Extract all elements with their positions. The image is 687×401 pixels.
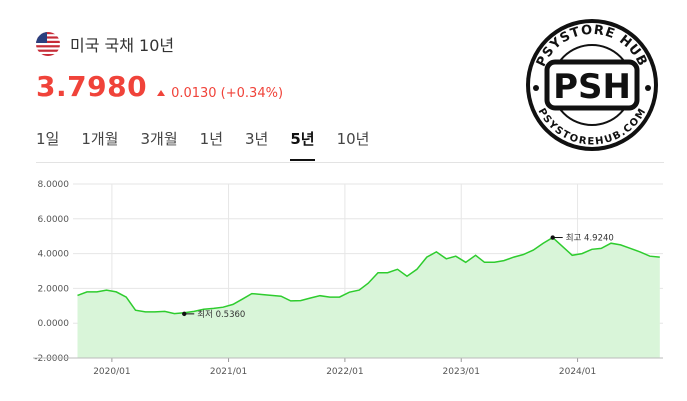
x-tick-label: 2023/01: [443, 367, 480, 377]
tab-3y[interactable]: 3년: [245, 130, 269, 148]
logo-initials: PSH: [553, 67, 631, 107]
tab-3m[interactable]: 3개월: [140, 130, 178, 148]
max-annotation: 최고 4.9240: [566, 233, 614, 244]
tab-1m[interactable]: 1개월: [81, 130, 119, 148]
y-tick-label: 8.0000: [38, 180, 70, 190]
current-price: 3.7980: [36, 70, 148, 103]
y-tick-label: -2.0000: [34, 354, 69, 364]
tab-1y[interactable]: 1년: [199, 130, 223, 148]
tab-5y[interactable]: 5년: [290, 128, 315, 161]
psh-logo: PSH PSYSTORE HUB PSYSTOREHUB.COM: [526, 19, 658, 151]
area-fill: [77, 237, 660, 358]
min-annotation: 최저 0.5360: [197, 309, 245, 320]
us-flag-icon: [36, 32, 60, 56]
instrument-header: 미국 국채 10년: [36, 32, 174, 56]
tabs-divider: [36, 162, 664, 163]
tab-1d[interactable]: 1일: [36, 130, 60, 148]
x-tick-label: 2022/01: [326, 367, 363, 377]
tab-10y[interactable]: 10년: [336, 130, 370, 148]
price-change: 0.0130 (+0.34%): [157, 86, 283, 101]
triangle-up-icon: [157, 90, 166, 96]
period-tabs: 1일 1개월 3개월 1년 3년 5년 10년: [36, 128, 391, 161]
y-tick-label: 0.0000: [38, 319, 70, 329]
x-tick-label: 2020/01: [93, 367, 130, 377]
y-tick-label: 6.0000: [38, 215, 70, 225]
x-tick-label: 2024/01: [559, 367, 596, 377]
yield-area-chart[interactable]: 8.0000 6.0000 4.0000 2.0000 0.0000 -2.0000 202…: [0, 170, 687, 385]
series-line: [77, 236, 660, 315]
y-tick-label: 4.0000: [38, 250, 70, 260]
price-row: 3.7980 0.0130 (+0.34%): [36, 70, 283, 103]
price-change-text: 0.0130 (+0.34%): [171, 85, 284, 101]
x-tick-label: 2021/01: [210, 367, 247, 377]
y-tick-label: 2.0000: [38, 284, 70, 294]
instrument-title: 미국 국채 10년: [70, 36, 175, 55]
